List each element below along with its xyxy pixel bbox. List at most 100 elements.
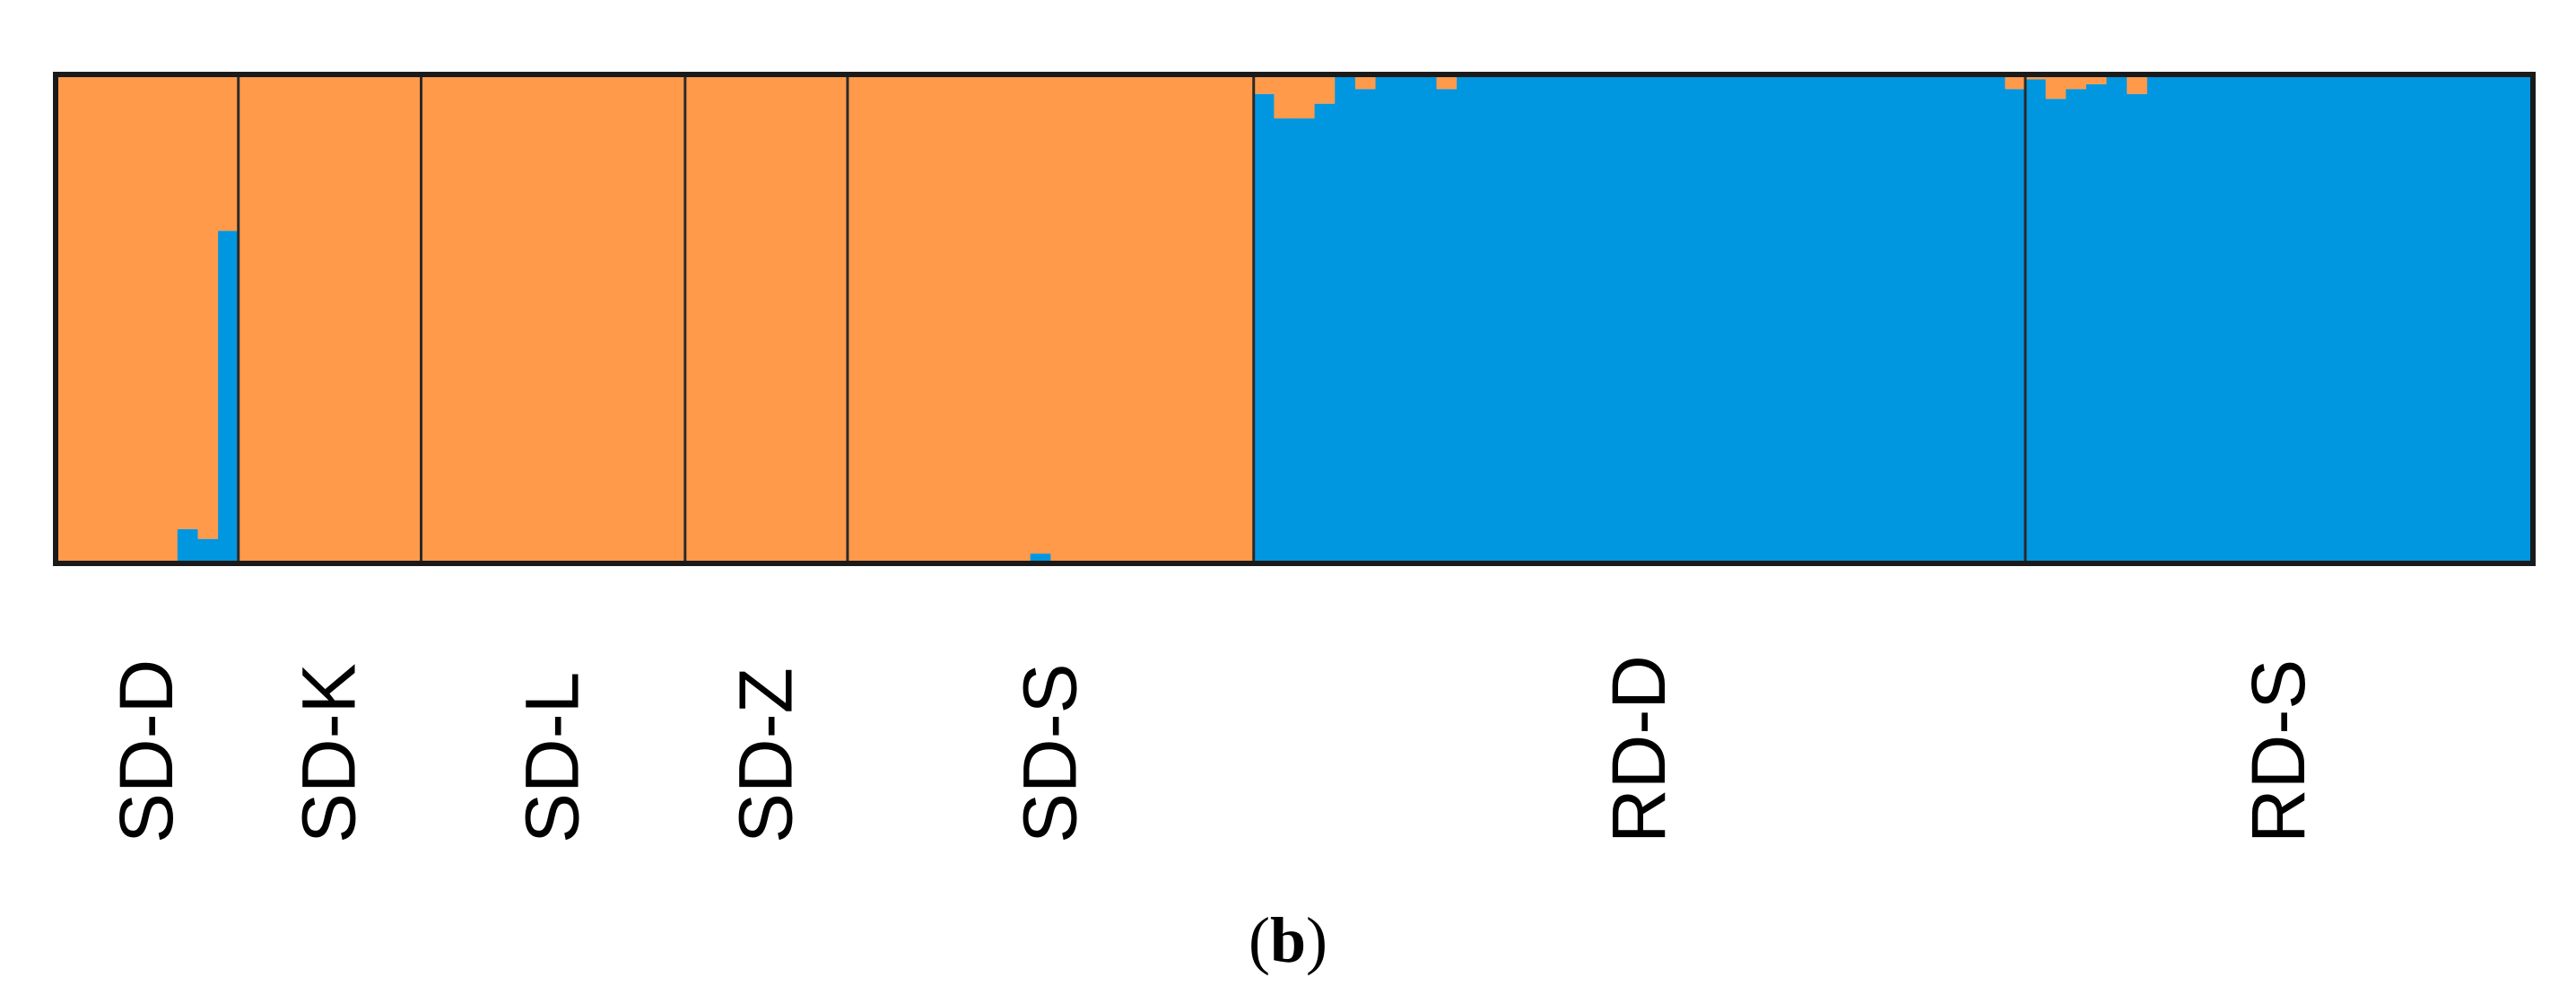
bar-cluster2 (2268, 74, 2290, 563)
bar-cluster1 (2066, 74, 2087, 90)
bar-cluster2 (1598, 74, 1620, 563)
bar-cluster1 (218, 74, 239, 231)
bar-cluster2 (2390, 74, 2412, 563)
bar-cluster2 (1518, 74, 1539, 563)
bar-cluster1 (1131, 74, 1153, 563)
bar-cluster1 (2127, 74, 2148, 94)
bar-cluster1 (644, 74, 666, 563)
population-sd-z (684, 74, 849, 563)
bar-cluster2 (2289, 74, 2311, 563)
bar-cluster1 (360, 74, 381, 563)
bar-cluster1 (2045, 74, 2067, 100)
bar-cluster1 (136, 74, 158, 563)
bar-cluster1 (238, 74, 259, 563)
bar-cluster1 (766, 74, 788, 563)
bar-cluster1 (1253, 74, 1275, 94)
bar-cluster2 (2188, 74, 2209, 563)
bar-cluster2 (177, 528, 199, 563)
bar-cluster1 (1213, 74, 1234, 563)
bar-cluster2 (1497, 74, 1519, 563)
bar-cluster1 (339, 74, 361, 563)
panel-letter: b (1270, 904, 1306, 976)
bar-cluster2 (1619, 74, 1640, 563)
bar-cluster1 (562, 74, 585, 563)
pop-label-sd-s: SD-S (1007, 663, 1092, 843)
bar-cluster1 (969, 74, 991, 563)
bar-cluster2 (1375, 74, 1397, 563)
bar-cluster2 (1984, 74, 2006, 563)
bar-cluster2 (1680, 74, 1701, 563)
bar-cluster2 (1700, 74, 1722, 563)
bar-cluster1 (421, 74, 442, 563)
pop-label-sd-k: SD-K (287, 663, 371, 843)
panel-label: (b) (1249, 904, 1327, 976)
bar-cluster2 (2309, 74, 2331, 563)
bar-cluster2 (2025, 79, 2047, 563)
bar-cluster2 (2512, 74, 2534, 563)
bar-cluster2 (1944, 74, 1965, 563)
bar-cluster1 (726, 74, 747, 563)
bar-cluster2 (2085, 83, 2108, 563)
bar-cluster2 (1476, 74, 1498, 563)
bar-cluster2 (1883, 74, 1904, 563)
bar-cluster1 (116, 74, 138, 563)
bar-cluster1 (1274, 74, 1295, 119)
bar-cluster2 (1558, 74, 1580, 563)
bar-cluster2 (1761, 74, 1782, 563)
population-labels: SD-D SD-K SD-L SD-Z SD-S RD-D RD-S (104, 655, 2320, 843)
bar-cluster1 (888, 74, 909, 563)
bar-cluster1 (1314, 74, 1336, 104)
bar-cluster2 (1578, 74, 1600, 563)
bar-cluster1 (665, 74, 686, 563)
population-sd-k (238, 74, 422, 563)
bar-cluster1 (502, 74, 524, 563)
bar-cluster2 (2350, 74, 2371, 563)
bar-cluster1 (847, 74, 869, 563)
bar-cluster1 (522, 74, 544, 563)
bar-cluster1 (441, 74, 463, 563)
admixture-bars (56, 74, 2534, 564)
bar-cluster1 (827, 74, 849, 563)
bar-cluster2 (2411, 74, 2432, 563)
bar-cluster1 (989, 74, 1011, 563)
bar-cluster2 (1842, 74, 1864, 563)
panel-open-paren: ( (1249, 904, 1270, 976)
bar-cluster2 (2472, 74, 2493, 563)
bar-cluster1 (1294, 74, 1316, 119)
bar-cluster2 (2370, 74, 2392, 563)
bar-cluster1 (319, 74, 341, 563)
bar-cluster1 (1091, 74, 1112, 563)
bar-cluster1 (745, 74, 767, 563)
pop-label-sd-l: SD-L (510, 672, 595, 843)
bar-cluster2 (1436, 89, 1458, 564)
bar-cluster2 (1822, 74, 1843, 563)
pop-label-sd-d: SD-D (104, 659, 188, 843)
bar-cluster1 (806, 74, 828, 563)
bar-cluster2 (2431, 74, 2453, 563)
bar-cluster2 (2492, 74, 2513, 563)
bar-cluster2 (2045, 99, 2067, 563)
bar-cluster2 (2329, 74, 2351, 563)
pop-label-rd-d: RD-D (1597, 655, 1681, 843)
bar-cluster2 (1923, 74, 1945, 563)
bar-cluster2 (1720, 74, 1742, 563)
bar-cluster2 (2005, 89, 2026, 564)
bar-cluster2 (2207, 74, 2230, 563)
population-rd-d (1253, 74, 2026, 564)
bar-cluster1 (1010, 74, 1031, 563)
bar-cluster1 (2005, 74, 2026, 90)
bar-cluster2 (1314, 103, 1336, 563)
bar-cluster1 (604, 74, 625, 563)
bar-cluster2 (1781, 74, 1803, 563)
population-dividers (237, 74, 2027, 563)
bar-cluster1 (1050, 74, 1072, 563)
bar-cluster1 (583, 74, 605, 563)
bar-cluster1 (56, 74, 77, 563)
population-sd-d (56, 74, 239, 563)
bar-cluster2 (2127, 93, 2148, 564)
bar-cluster1 (1172, 74, 1194, 563)
bar-cluster1 (928, 74, 950, 563)
bar-cluster1 (867, 74, 889, 563)
pop-label-rd-s: RD-S (2236, 659, 2320, 843)
bar-cluster1 (1030, 74, 1051, 554)
